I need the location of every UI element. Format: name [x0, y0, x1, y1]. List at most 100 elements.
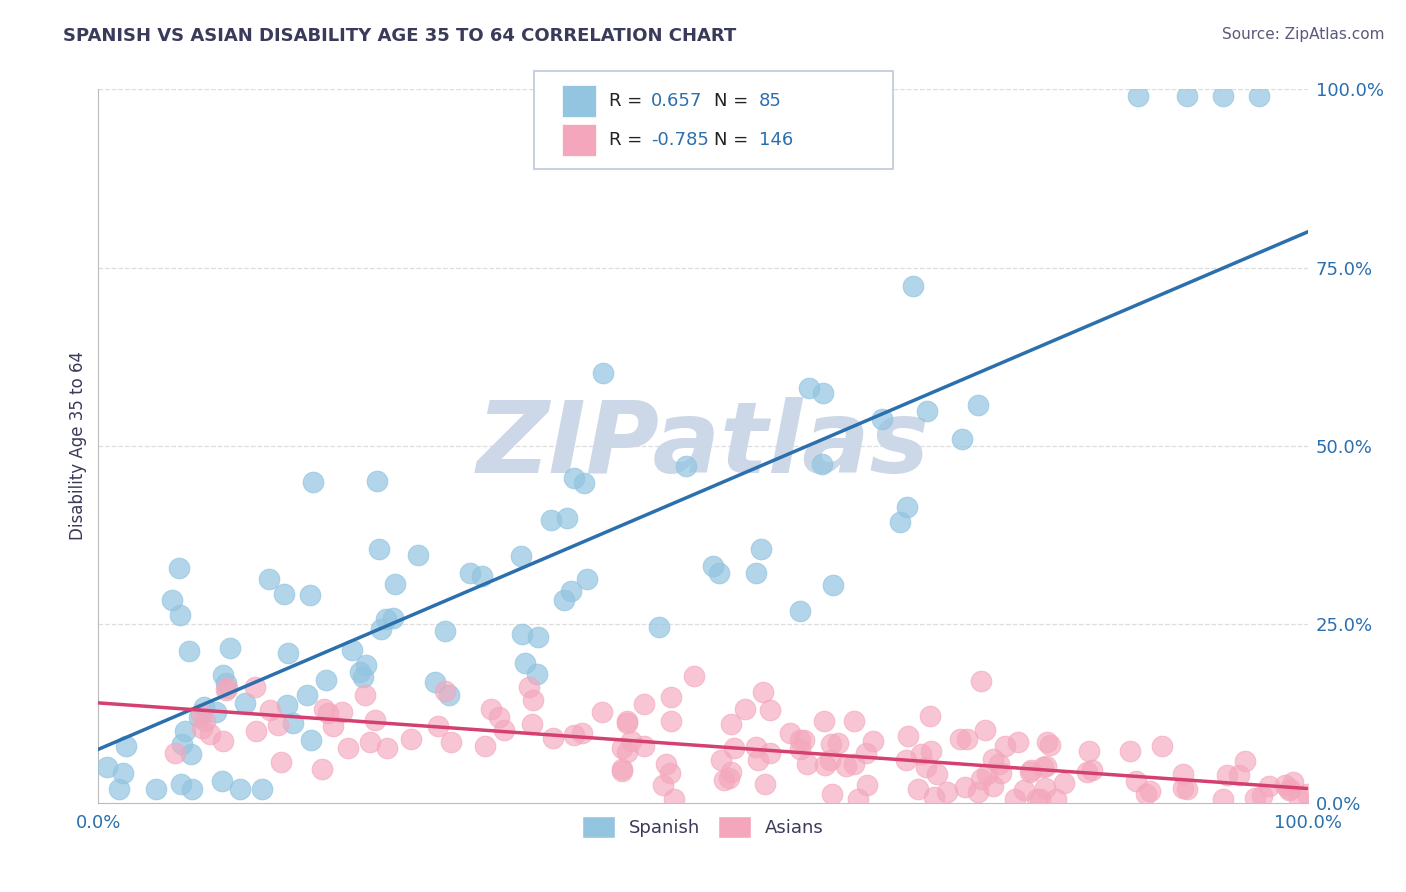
Point [994, 739, 1017, 753]
Point [180, 747, 202, 762]
Point [1128, 89, 1150, 103]
Text: R =: R = [609, 92, 648, 110]
Point [170, 737, 193, 751]
Point [1045, 792, 1067, 806]
Point [1212, 792, 1234, 806]
Point [981, 752, 1004, 766]
Point [1139, 784, 1161, 798]
Point [658, 765, 681, 780]
Point [295, 689, 318, 703]
Point [835, 758, 858, 772]
Point [1288, 792, 1310, 806]
Point [243, 680, 266, 694]
Point [311, 762, 333, 776]
Point [188, 710, 211, 724]
Point [956, 731, 979, 746]
Text: R =: R = [609, 131, 648, 149]
Point [488, 710, 510, 724]
Point [214, 676, 236, 690]
Point [1173, 766, 1195, 780]
Point [107, 781, 129, 796]
Point [363, 713, 385, 727]
Point [553, 593, 575, 607]
Point [273, 587, 295, 601]
Point [471, 568, 494, 582]
Point [375, 740, 398, 755]
Point [818, 753, 841, 767]
Point [219, 641, 242, 656]
Point [433, 624, 456, 638]
Point [789, 604, 811, 618]
Point [354, 657, 377, 672]
Point [169, 777, 191, 791]
Text: 146: 146 [759, 131, 793, 149]
Point [1007, 735, 1029, 749]
Point [190, 707, 212, 722]
Point [510, 627, 533, 641]
Text: ZIPatlas: ZIPatlas [477, 398, 929, 494]
Point [707, 566, 730, 580]
Point [1278, 781, 1301, 796]
Point [560, 584, 582, 599]
Point [245, 723, 267, 738]
Point [842, 756, 865, 771]
Point [610, 763, 633, 777]
Point [458, 566, 481, 580]
Point [949, 731, 972, 746]
Point [633, 697, 655, 711]
Point [215, 682, 238, 697]
Point [651, 778, 673, 792]
Point [522, 717, 544, 731]
Point [370, 623, 392, 637]
Point [870, 412, 893, 426]
Point [174, 723, 197, 738]
Point [848, 792, 870, 806]
Point [301, 475, 323, 489]
Text: N =: N = [714, 131, 754, 149]
Point [212, 734, 235, 748]
Point [910, 747, 932, 761]
Point [1119, 744, 1142, 758]
Point [571, 726, 593, 740]
Point [981, 779, 1004, 793]
Point [1077, 744, 1099, 758]
Point [907, 781, 929, 796]
Point [915, 404, 938, 418]
Point [1032, 760, 1054, 774]
Point [572, 475, 595, 490]
Point [160, 593, 183, 607]
Point [936, 785, 959, 799]
Point [821, 787, 844, 801]
Point [970, 772, 993, 786]
Point [352, 670, 374, 684]
Point [1053, 776, 1076, 790]
Point [96, 760, 118, 774]
Point [406, 548, 429, 562]
Point [527, 630, 550, 644]
Point [1026, 792, 1049, 806]
Point [180, 781, 202, 796]
Point [734, 702, 756, 716]
Point [1125, 773, 1147, 788]
Point [659, 690, 682, 704]
Point [918, 709, 941, 723]
Point [1029, 792, 1052, 806]
Point [283, 716, 305, 731]
Point [747, 753, 769, 767]
Point [967, 784, 990, 798]
Point [1004, 792, 1026, 806]
Text: SPANISH VS ASIAN DISABILITY AGE 35 TO 64 CORRELATION CHART: SPANISH VS ASIAN DISABILITY AGE 35 TO 64… [63, 27, 737, 45]
Point [337, 740, 360, 755]
Point [713, 772, 735, 787]
Point [276, 698, 298, 713]
Point [723, 741, 745, 756]
Point [889, 515, 911, 529]
Point [211, 774, 233, 789]
Point [1173, 780, 1195, 795]
Point [513, 657, 536, 671]
Point [204, 705, 226, 719]
Point [340, 642, 363, 657]
Point [540, 513, 562, 527]
Point [562, 471, 585, 485]
Point [541, 731, 564, 745]
